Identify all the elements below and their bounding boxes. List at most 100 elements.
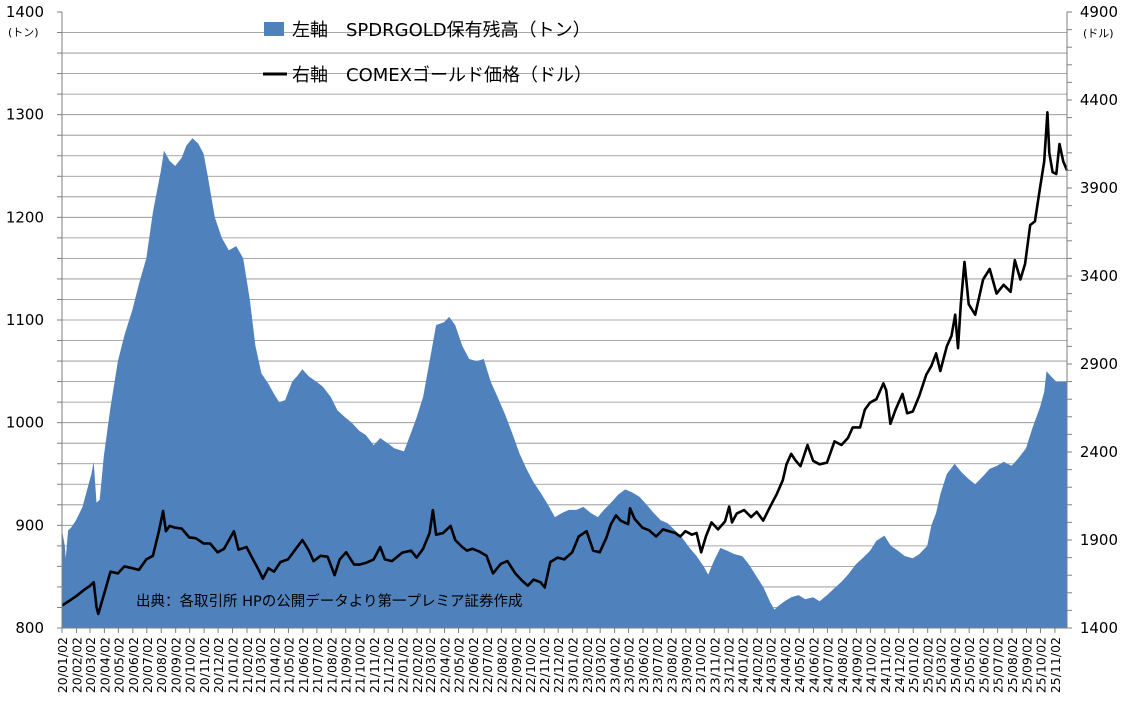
x-tick-label: 22/10/02 — [523, 637, 538, 693]
x-tick-label: 23/06/02 — [636, 637, 651, 693]
right-axis-unit: (ドル) — [1083, 27, 1114, 40]
x-tick-label: 20/10/02 — [183, 637, 198, 693]
comex-gold-price-line — [61, 111, 1069, 616]
x-tick-label: 24/08/02 — [835, 637, 850, 693]
left-tick-label: 1000 — [6, 414, 44, 432]
source-note: 出典：各取引所 HPの公開データより第一プレミア証券作成 — [136, 592, 522, 610]
x-tick-label: 22/06/02 — [466, 637, 481, 693]
x-tick-label: 23/09/02 — [679, 637, 694, 693]
x-tick-label: 21/04/02 — [268, 637, 283, 693]
x-tick-label: 23/04/02 — [608, 637, 623, 693]
x-tick-label: 21/08/02 — [324, 637, 339, 693]
x-tick-label: 23/05/02 — [622, 637, 637, 693]
x-tick-label: 20/09/02 — [169, 637, 184, 693]
x-tick-label: 22/08/02 — [494, 637, 509, 693]
x-tick-label: 22/07/02 — [480, 637, 495, 693]
legend: 左軸 SPDRGOLD保有残高（トン） 右軸 COMEXゴールド価格（ドル） — [263, 20, 592, 86]
x-tick-label: 25/11/02 — [1048, 637, 1063, 693]
x-tick-label: 23/08/02 — [664, 637, 679, 693]
x-tick-label: 24/11/02 — [878, 637, 893, 693]
x-tick-label: 21/07/02 — [310, 637, 325, 693]
x-tick-label: 25/05/02 — [962, 637, 977, 693]
x-tick-label: 25/04/02 — [948, 637, 963, 693]
right-tick-label: 4900 — [1080, 3, 1118, 21]
x-tick-label: 20/12/02 — [211, 637, 226, 693]
x-tick-label: 21/02/02 — [240, 637, 255, 693]
left-tick-label: 1100 — [6, 311, 44, 329]
x-tick-label: 24/09/02 — [849, 637, 864, 693]
x-tick-label: 20/07/02 — [140, 637, 155, 693]
x-tick-label: 25/09/02 — [1020, 637, 1035, 693]
left-tick-label: 1400 — [6, 3, 44, 21]
left-tick-label: 900 — [15, 516, 44, 534]
x-tick-label: 24/04/02 — [778, 637, 793, 693]
right-tick-label: 1400 — [1080, 619, 1118, 637]
legend-area-swatch — [264, 22, 284, 36]
x-tick-label: 25/10/02 — [1033, 637, 1048, 693]
right-tick-label: 2900 — [1080, 355, 1118, 373]
left-tick-label: 1200 — [6, 208, 44, 226]
right-tick-label: 4400 — [1080, 91, 1118, 109]
x-tick-label: 22/04/02 — [438, 637, 453, 693]
x-tick-label: 21/01/02 — [226, 637, 241, 693]
x-tick-label: 20/08/02 — [154, 637, 169, 693]
left-tick-label: 1300 — [6, 106, 44, 124]
x-tick-label: 21/05/02 — [281, 637, 296, 693]
right-tick-label: 2400 — [1080, 443, 1118, 461]
x-tick-label: 24/10/02 — [863, 637, 878, 693]
x-tick-label: 25/06/02 — [977, 637, 992, 693]
x-tick-label: 21/10/02 — [353, 637, 368, 693]
x-tick-label: 20/06/02 — [126, 637, 141, 693]
x-tick-label: 20/01/02 — [55, 637, 70, 693]
x-tick-label: 24/12/02 — [892, 637, 907, 693]
x-tick-label: 22/02/02 — [410, 637, 425, 693]
x-tick-label: 25/08/02 — [1005, 637, 1020, 693]
x-tick-label: 23/12/02 — [721, 637, 736, 693]
x-tick-label: 21/12/02 — [381, 637, 396, 693]
x-tick-label: 24/06/02 — [807, 637, 822, 693]
x-tick-label: 22/05/02 — [452, 637, 467, 693]
x-tick-label: 21/06/02 — [296, 637, 311, 693]
right-tick-label: 1900 — [1080, 531, 1118, 549]
x-tick-label: 22/09/02 — [509, 637, 524, 693]
x-tick-label: 20/03/02 — [83, 637, 98, 693]
x-tick-label: 24/05/02 — [792, 637, 807, 693]
x-tick-label: 23/11/02 — [707, 637, 722, 693]
right-tick-label: 3900 — [1080, 179, 1118, 197]
x-tick-label: 21/11/02 — [367, 637, 382, 693]
x-tick-label: 24/02/02 — [750, 637, 765, 693]
x-tick-label: 24/01/02 — [736, 637, 751, 693]
x-tick-label: 21/03/02 — [253, 637, 268, 693]
left-axis-unit: (トン) — [8, 26, 39, 39]
x-tick-label: 20/05/02 — [111, 637, 126, 693]
plot-axes — [57, 11, 1072, 629]
x-tick-label: 23/07/02 — [650, 637, 665, 693]
left-tick-label: 800 — [15, 619, 44, 637]
x-tick-label: 22/12/02 — [551, 637, 566, 693]
x-tick-label: 24/07/02 — [821, 637, 836, 693]
x-tick-label: 23/01/02 — [566, 637, 581, 693]
left-axis-tick-labels: 800 900 1000 1100 1200 1300 1400 — [6, 3, 44, 637]
x-tick-label: 20/11/02 — [197, 637, 212, 693]
right-axis-tick-labels: 1400 1900 2400 2900 3400 3900 4400 4900 — [1080, 3, 1118, 637]
x-tick-label: 24/03/02 — [764, 637, 779, 693]
spdr-gold-holdings-area — [62, 138, 1067, 629]
x-tick-label: 21/09/02 — [339, 637, 354, 693]
x-tick-label: 25/03/02 — [934, 637, 949, 693]
x-tick-label: 22/03/02 — [423, 637, 438, 693]
right-tick-label: 3400 — [1080, 267, 1118, 285]
x-tick-label: 23/10/02 — [693, 637, 708, 693]
legend-area-label: 左軸 SPDRGOLD保有残高（トン） — [292, 20, 591, 41]
x-tick-label: 20/04/02 — [97, 637, 112, 693]
x-tick-label: 23/03/02 — [593, 637, 608, 693]
x-tick-label: 25/01/02 — [906, 637, 921, 693]
x-tick-label: 23/02/02 — [580, 637, 595, 693]
x-tick-label: 25/07/02 — [991, 637, 1006, 693]
x-tick-label: 20/02/02 — [69, 637, 84, 693]
x-tick-label: 25/02/02 — [921, 637, 936, 693]
legend-line-label: 右軸 COMEXゴールド価格（ドル） — [292, 65, 592, 86]
x-tick-label: 22/01/02 — [396, 637, 411, 693]
x-tick-label: 22/11/02 — [537, 637, 552, 693]
